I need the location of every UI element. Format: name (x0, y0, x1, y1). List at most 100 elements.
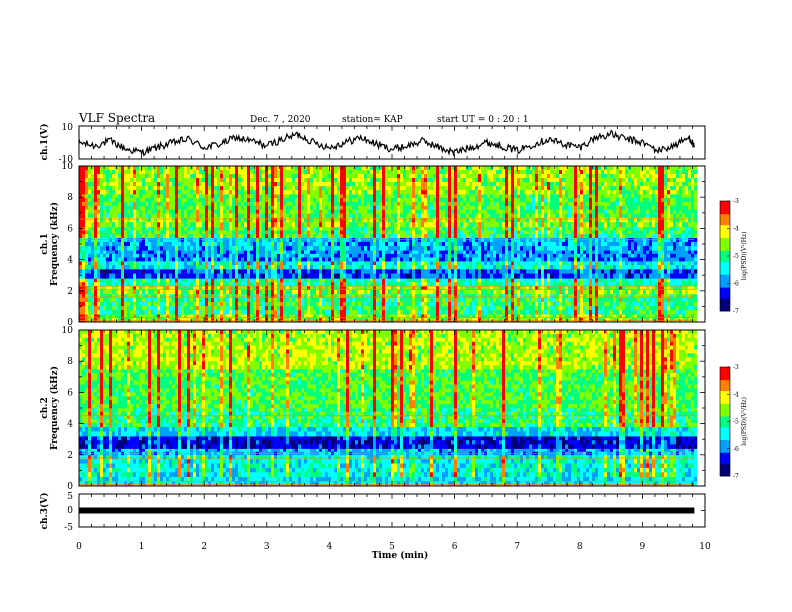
ch1-spectrogram-cell (349, 261, 353, 266)
ch1-spectrogram-cell (235, 278, 239, 283)
ch1-spectrogram-cell (283, 278, 287, 283)
ch1-spectrogram-cell (670, 282, 674, 287)
ch1-spectrogram-cell (310, 253, 314, 258)
ch1-spectrogram-cell (688, 273, 692, 279)
ch1-spectrogram-cell (556, 226, 560, 231)
ch1-spectrogram-cell (583, 314, 587, 319)
ch1-spectrogram-cell (238, 265, 242, 270)
ch1-spectrogram-cell (256, 237, 260, 243)
ch1-spectrogram-cell (109, 273, 113, 279)
ch1-spectrogram-cell (325, 286, 329, 291)
ch1-spectrogram-cell (271, 314, 275, 319)
ch1-spectrogram-cell (628, 230, 632, 235)
ch1-spectrogram-cell (397, 310, 401, 315)
ch1-spectrogram-cell (625, 253, 629, 258)
ch1-spectrogram-cell (226, 293, 230, 299)
ch1-spectrogram-cell (373, 310, 377, 315)
ch1-spectrogram-cell (382, 286, 386, 291)
ch1-spectrogram-cell (223, 269, 227, 274)
ch1-spectrogram-cell (142, 293, 146, 299)
ch1-spectrogram-cell (448, 273, 452, 279)
ch1-spectrogram-cell (316, 293, 320, 299)
ch1-spectrogram-cell (394, 282, 398, 287)
ch1-spectrogram-cell (424, 269, 428, 274)
ch1-spectrogram-cell (109, 265, 113, 270)
ch1-spectrogram-cell (439, 241, 443, 247)
ch1-spectrogram-cell (94, 230, 98, 235)
ch1-spectrogram-cell (658, 278, 662, 283)
ch1-spectrogram-cell (208, 253, 212, 258)
ch1-spectrogram-cell (643, 261, 647, 266)
ch1-spectrogram-cell (283, 269, 287, 274)
ch1-spectrogram-cell (523, 282, 527, 287)
ch1-spectrogram-cell (685, 226, 689, 231)
ch1-spectrogram-cell (415, 241, 419, 247)
ch1-spectrogram-cell (523, 230, 527, 235)
ch1-spectrogram-cell (349, 246, 353, 251)
ch1-spectrogram-cell (109, 237, 113, 243)
ch1-spectrogram-cell (241, 257, 245, 262)
ch1-spectrogram-cell (166, 237, 170, 243)
ch1-spectrogram-cell (196, 257, 200, 262)
ch1-spectrogram-cell (145, 310, 149, 315)
ch1-spectrogram-cell (640, 310, 644, 315)
ch1-spectrogram-cell (139, 265, 143, 270)
ch1-spectrogram-cell (148, 286, 152, 291)
ch1-spectrogram-cell (529, 265, 533, 270)
ch1-spectrogram-cell (310, 273, 314, 279)
ch1-spectrogram-cell (241, 282, 245, 287)
ch1-spectrogram-cell (115, 286, 119, 291)
ch1-spectrogram-cell (679, 250, 683, 255)
ch1-spectrogram-cell (511, 298, 515, 303)
ch1-spectrogram-cell (106, 310, 110, 315)
ch1-spectrogram-cell (358, 265, 362, 270)
ch1-spectrogram-cell (145, 273, 149, 279)
ch1-spectrogram-cell (655, 306, 659, 311)
ch1-spectrogram-cell (472, 286, 476, 291)
ch1-spectrogram-cell (361, 253, 365, 258)
ch1-spectrogram-cell (253, 278, 257, 283)
ch1-spectrogram-cell (649, 310, 653, 315)
ch1-spectrogram-cell (91, 265, 95, 270)
ch1-spectrogram-cell (568, 293, 572, 299)
ch1-spectrogram-cell (430, 257, 434, 262)
ch1-spectrogram-cell (298, 302, 302, 307)
ch1-spectrogram-cell (409, 257, 413, 262)
ch1-spectrogram-cell (481, 237, 485, 243)
ch1-spectrogram-cell (409, 246, 413, 251)
ch1-spectrogram-cell (451, 269, 455, 274)
ch1-spectrogram-cell (511, 253, 515, 258)
date-label: Dec. 7 , 2020 (250, 115, 311, 125)
ch1-spectrogram-cell (229, 306, 233, 311)
ch1-spectrogram-cell (265, 310, 269, 315)
ch1-spectrogram-cell (667, 314, 671, 319)
ch1-spectrogram-cell (142, 246, 146, 251)
ch1-spectrogram-cell (151, 269, 155, 274)
ch1-spectrogram-cell (355, 310, 359, 315)
ch1-spectrogram-cell (394, 298, 398, 303)
ch1-spectrogram-cell (601, 226, 605, 231)
ch1-spectrogram-cell (274, 286, 278, 291)
ch1-spectrogram-cell (469, 306, 473, 311)
ch1-spectrogram-cell (160, 250, 164, 255)
ch1-spectrogram-cell (475, 234, 479, 238)
ch1-spectrogram-cell (508, 241, 512, 247)
ch1-spectrogram-cell (442, 237, 446, 243)
ch1-spectrogram-cell (334, 253, 338, 258)
ch1-spectrogram-cell (115, 282, 119, 287)
ch1-spectrogram-cell (331, 286, 335, 291)
ch1-spectrogram-cell (445, 269, 449, 274)
ch1-spectrogram-cell (403, 306, 407, 311)
ch1-spectrogram-cell (409, 273, 413, 279)
ch1-spectrogram-cell (646, 273, 650, 279)
ch1-spectrogram-cell (412, 314, 416, 319)
ch1-spectrogram-cell (589, 269, 593, 274)
ch1-spectrogram-cell (232, 314, 236, 319)
ch1-spectrogram-cell (115, 298, 119, 303)
ch1-spectrogram-cell (562, 250, 566, 255)
ch1-spectrogram-cell (523, 250, 527, 255)
ch1-spectrogram-cell (496, 257, 500, 262)
ch1-spectrogram-cell (349, 278, 353, 283)
ch1-spectrogram-cell (322, 302, 326, 307)
ch1-spectrogram-cell (649, 314, 653, 319)
